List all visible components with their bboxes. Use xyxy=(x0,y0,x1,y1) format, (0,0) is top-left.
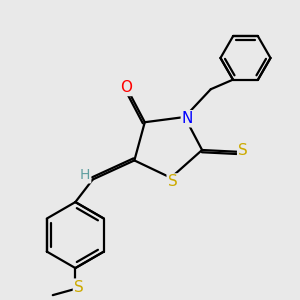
Text: O: O xyxy=(120,80,132,95)
Text: S: S xyxy=(168,174,177,189)
Text: H: H xyxy=(80,168,90,182)
Text: S: S xyxy=(238,142,248,158)
Text: S: S xyxy=(74,280,84,295)
Text: N: N xyxy=(182,111,193,126)
